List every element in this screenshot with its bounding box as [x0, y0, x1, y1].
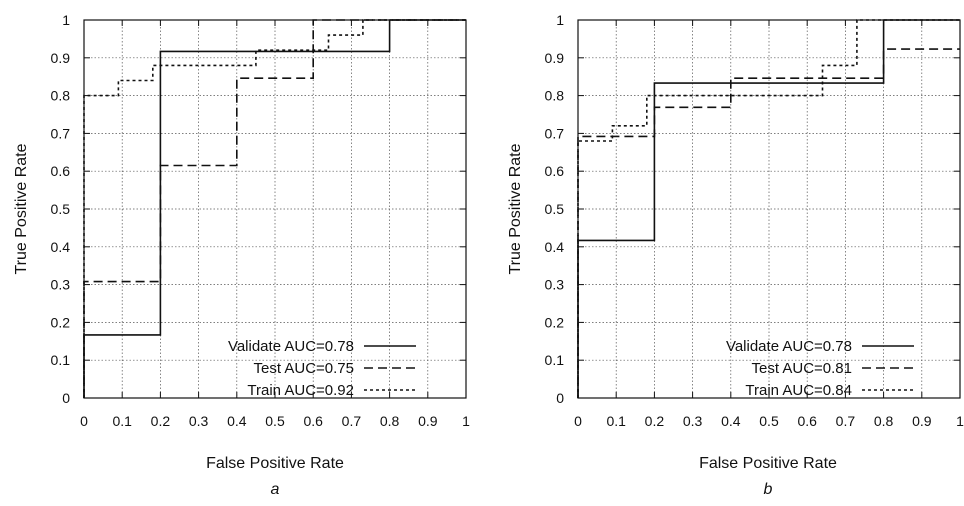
x-tick-label: 0.4	[721, 413, 741, 429]
y-tick-label: 0.4	[51, 239, 71, 255]
series-line-dotted	[83, 19, 466, 398]
x-tick-label: 0.9	[912, 413, 932, 429]
legend-label: Train AUC=0.92	[247, 382, 354, 399]
y-tick-label: 0.6	[545, 163, 565, 179]
y-tick-label: 0.8	[51, 88, 71, 104]
panel-label: a	[271, 481, 280, 498]
y-tick-label: 0.9	[545, 50, 565, 66]
y-tick-label: 0.7	[545, 125, 565, 141]
x-tick-label: 0.8	[874, 413, 894, 429]
x-tick-label: 0.4	[227, 413, 247, 429]
y-tick-label: 0.3	[545, 277, 565, 293]
legend-label: Test AUC=0.75	[254, 360, 354, 377]
y-tick-label: 1	[62, 12, 70, 28]
legend-label: Test AUC=0.81	[752, 360, 852, 377]
chart-panel-a: 0 0.1 0.2 0.3 0.4 0.5 0.6 0.7 0.8 0.9 1 0 0.1 0.2 0.3 0…	[13, 12, 470, 498]
x-tick-label: 0.3	[189, 413, 209, 429]
chart-panel-b: 0 0.1 0.2 0.3 0.4 0.5 0.6 0.7 0.8 0.9 1 0 0.1 0.2 0.3 0…	[507, 12, 964, 498]
y-axis-label: True Positive Rate	[507, 143, 524, 274]
x-tick-label: 0	[574, 413, 582, 429]
y-tick-label: 0.6	[51, 163, 71, 179]
y-tick-label: 0.9	[51, 50, 71, 66]
y-tick-label: 0.8	[545, 88, 565, 104]
x-axis-label: False Positive Rate	[699, 455, 837, 472]
panel-label: b	[764, 481, 773, 498]
y-tick-label: 0	[556, 390, 564, 406]
y-tick-label: 0.1	[51, 352, 71, 368]
y-tick-label: 0	[62, 390, 70, 406]
x-axis-label: False Positive Rate	[206, 455, 344, 472]
x-tick-label: 0.6	[797, 413, 817, 429]
x-tick-label: 0.8	[380, 413, 400, 429]
y-tick-label: 0.7	[51, 125, 71, 141]
x-tick-label: 0.1	[606, 413, 626, 429]
x-tick-label: 1	[956, 413, 964, 429]
y-tick-label: 0.1	[545, 352, 565, 368]
x-tick-label: 0.2	[645, 413, 665, 429]
y-tick-label: 1	[556, 12, 564, 28]
series-line-dashed	[577, 48, 960, 398]
legend-label: Train AUC=0.84	[745, 382, 852, 399]
x-tick-label: 0.5	[759, 413, 779, 429]
legend-label: Validate AUC=0.78	[228, 338, 354, 355]
y-tick-label: 0.2	[51, 314, 71, 330]
x-tick-label: 0.1	[112, 413, 132, 429]
y-axis-label: True Positive Rate	[13, 143, 30, 274]
x-tick-label: 0.3	[683, 413, 703, 429]
y-tick-label: 0.4	[545, 239, 565, 255]
x-tick-label: 0.6	[303, 413, 323, 429]
y-tick-label: 0.5	[51, 201, 71, 217]
x-tick-label: 0.5	[265, 413, 285, 429]
y-tick-label: 0.5	[545, 201, 565, 217]
x-tick-label: 0.7	[836, 413, 856, 429]
x-tick-label: 0.2	[151, 413, 171, 429]
y-tick-label: 0.2	[545, 314, 565, 330]
series-line-dotted	[577, 19, 960, 398]
series-line-dashed	[83, 19, 466, 398]
x-tick-label: 0	[80, 413, 88, 429]
x-tick-label: 1	[462, 413, 470, 429]
x-tick-label: 0.9	[418, 413, 438, 429]
legend-label: Validate AUC=0.78	[726, 338, 852, 355]
x-tick-label: 0.7	[342, 413, 362, 429]
y-tick-label: 0.3	[51, 277, 71, 293]
